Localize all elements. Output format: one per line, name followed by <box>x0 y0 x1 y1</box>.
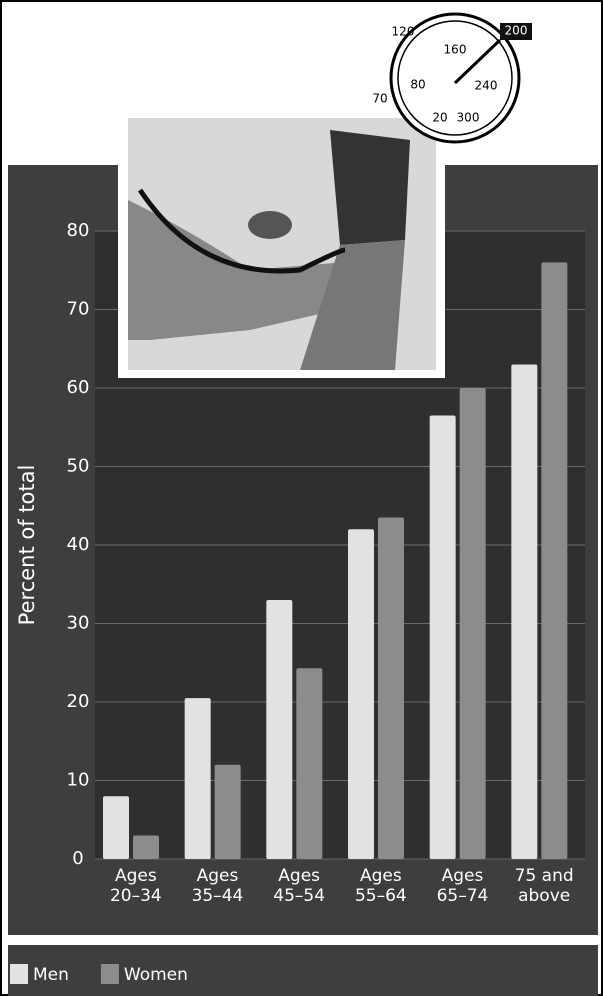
gauge-label: 200 <box>505 24 528 38</box>
bar <box>184 698 211 859</box>
gauge-label: 120 <box>392 25 415 39</box>
y-tick-label: 50 <box>67 456 90 477</box>
bar <box>214 764 241 859</box>
illustration <box>118 110 445 378</box>
x-tick-label: Ages 55–64 <box>354 866 407 906</box>
legend-swatch <box>100 964 119 984</box>
gauge: 120 160 200 80 240 70 20 300 <box>372 12 532 144</box>
y-tick-label: 60 <box>67 377 90 398</box>
gauge-rim <box>389 12 521 144</box>
y-tick-label: 20 <box>67 691 90 712</box>
gauge-label: 300 <box>457 111 480 125</box>
bar <box>429 415 456 859</box>
gauge-label: 80 <box>410 78 425 92</box>
x-tick-label: Ages 20–34 <box>109 866 162 906</box>
x-tick-label: Ages 35–44 <box>191 866 244 906</box>
gauge-label: 20 <box>432 111 447 125</box>
plot: 0 10 20 30 40 50 60 70 80 <box>67 220 585 869</box>
bar <box>266 599 293 859</box>
legend-swatch <box>10 964 28 984</box>
gauge-label: 240 <box>475 79 498 93</box>
y-tick-label: 30 <box>67 613 90 634</box>
gauge-label: 70 <box>372 92 387 106</box>
bar <box>103 796 129 859</box>
bar <box>378 517 404 859</box>
x-tick-label: Ages 65–74 <box>436 866 489 906</box>
tube <box>137 188 346 274</box>
legend-label: Men <box>33 965 69 985</box>
legend-band <box>8 945 598 996</box>
patient-arm <box>300 240 405 370</box>
gauge-dial <box>397 20 513 136</box>
y-axis-label: Percent of total <box>15 465 39 626</box>
cuff <box>330 130 410 245</box>
x-tick-label: Ages 45–54 <box>273 866 326 906</box>
y-tick-label: 10 <box>67 770 90 791</box>
bar <box>541 262 568 859</box>
y-tick-label: 40 <box>67 534 90 555</box>
x-tick-label: 75 and above <box>514 866 574 906</box>
legend-label: Women <box>124 965 188 985</box>
gauge-highlight <box>500 23 532 40</box>
bar <box>348 529 374 859</box>
bar <box>459 388 486 859</box>
bar <box>296 668 323 859</box>
bulb <box>248 211 292 239</box>
bar <box>511 364 538 859</box>
gauge-needle <box>453 38 502 85</box>
y-tick-label: 0 <box>72 848 83 869</box>
y-tick-label: 80 <box>67 220 90 241</box>
bar <box>133 835 159 859</box>
gauge-label: 160 <box>444 43 467 57</box>
y-tick-label: 70 <box>67 299 90 320</box>
